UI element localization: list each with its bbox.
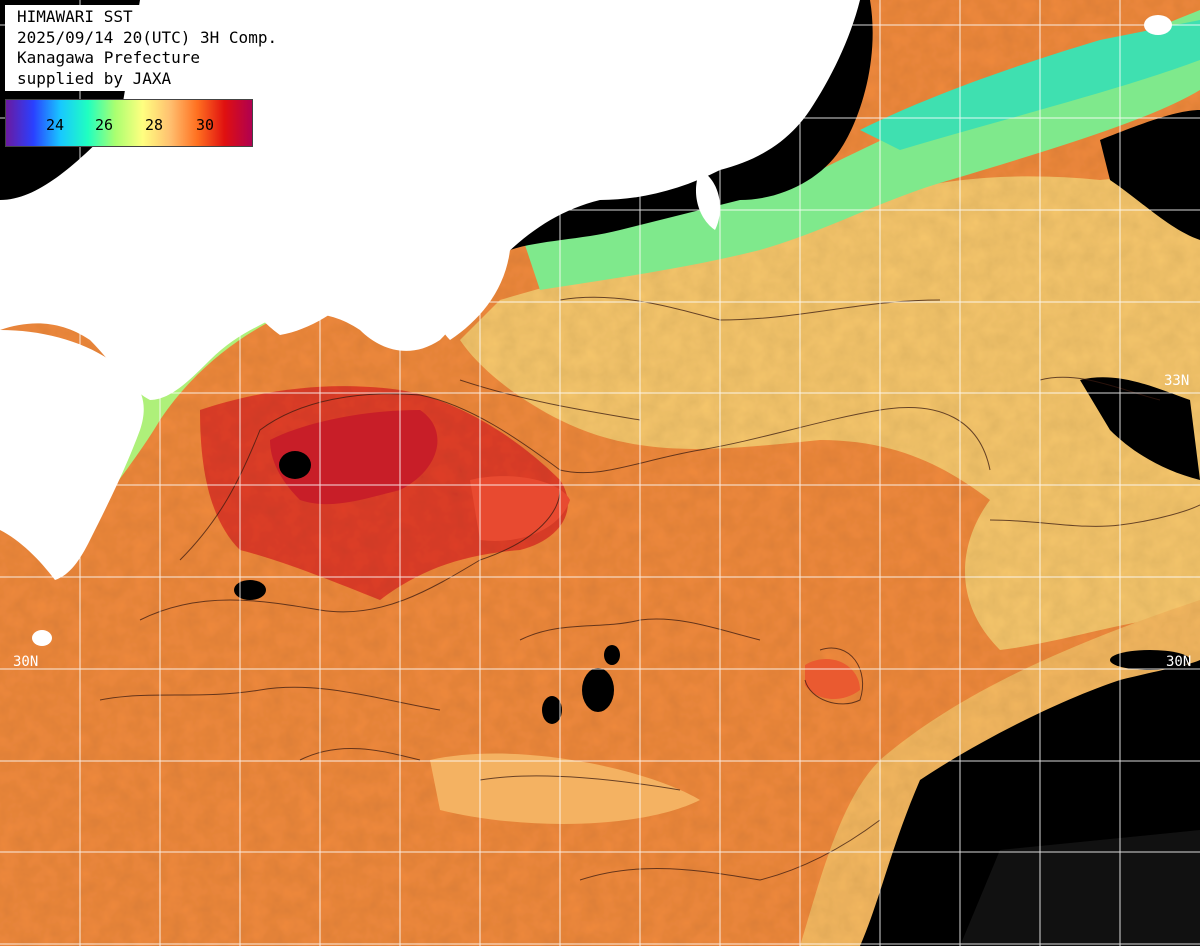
no-data-patch-4 [604,645,620,665]
no-data-patch-3 [542,696,562,724]
sst-28-south [430,753,700,824]
scale-label-24: 24 [46,116,65,134]
lat-label-30n-right: 30N [1166,654,1192,670]
land-small-island-2 [32,630,52,646]
color-scale-bar: 24 26 28 30 [5,99,253,147]
land-shikoku [251,243,430,335]
lat-label-30n-left: 30N [13,654,39,670]
lat-label-33n-right: 33N [1164,373,1190,389]
title-box: HIMAWARI SST 2025/09/14 20(UTC) 3H Comp.… [5,5,350,91]
land-small-island-1 [6,375,34,395]
scale-label-26: 26 [95,116,114,134]
title-line-prefecture: Kanagawa Prefecture [17,48,201,67]
sst-30-patch [470,476,570,541]
no-data-northeast [1100,110,1200,240]
land-izu [695,170,720,230]
sst-28-region [460,170,1200,650]
no-data-southeast-fade [960,830,1200,946]
sst-31-core [270,410,438,505]
title-line-date: 2025/09/14 20(UTC) 3H Comp. [17,27,278,47]
no-data-patch-1 [279,451,311,479]
no-data-patch-6 [1110,650,1190,670]
scale-label-30: 30 [196,116,215,134]
no-data-patch-2 [582,668,614,712]
land-kii [426,226,510,340]
no-data-east [1080,377,1200,480]
no-data-patch-5 [234,580,266,600]
title-line-satellite: HIMAWARI SST [17,7,133,26]
scale-label-28: 28 [145,116,164,134]
title-line-supplier: supplied by JAXA [17,68,172,88]
